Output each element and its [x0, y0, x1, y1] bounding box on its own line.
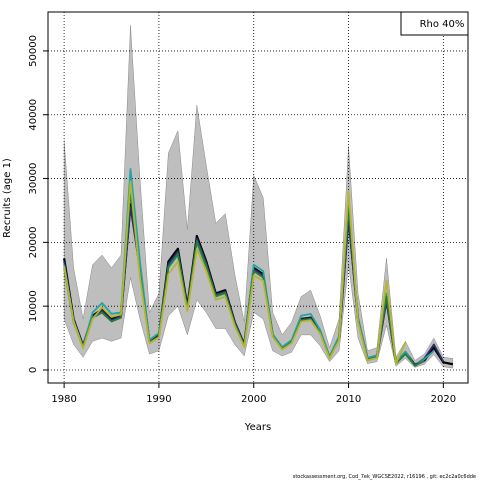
x-tick-label: 2010 [336, 394, 361, 405]
confidence-band [63, 25, 454, 369]
annotation-box [400, 11, 469, 36]
y-tick-label: 10000 [28, 290, 39, 322]
y-tick-label: 0 [28, 367, 39, 373]
series-line [63, 180, 407, 365]
y-tick-label: 30000 [28, 163, 39, 195]
y-axis-label: Recruits (age 1) [2, 158, 13, 238]
x-axis-label: Years [244, 422, 271, 433]
plot-frame [47, 11, 469, 384]
footer: stockassessment.org, Cod_7ek_WGCSE2022, … [293, 474, 476, 480]
y-tick-label: 50000 [28, 35, 39, 67]
annotation: Rho 40% [420, 19, 465, 30]
y-tick-label: 20000 [28, 226, 39, 258]
x-tick-label: 1990 [146, 394, 171, 405]
x-tick-label: 1980 [51, 394, 76, 405]
y-tick-label: 40000 [28, 99, 39, 131]
x-tick-label: 2020 [431, 394, 456, 405]
x-tick-label: 2000 [241, 394, 266, 405]
